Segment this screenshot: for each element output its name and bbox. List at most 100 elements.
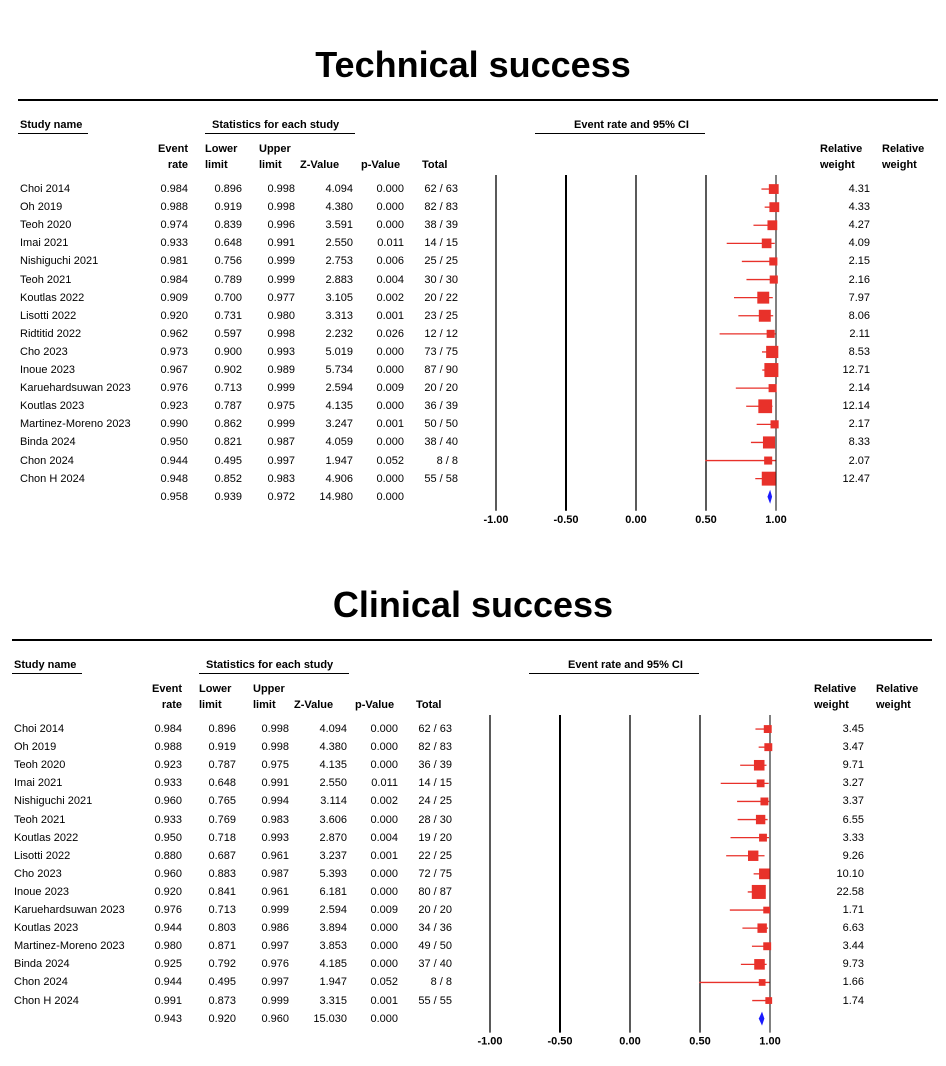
table-row: Karuehardsuwan 2023 0.976 0.713 0.999 2.594 0… xyxy=(0,379,946,397)
col-header-lower: Lower limit xyxy=(205,143,238,171)
col-header-upper: Upper limit xyxy=(259,143,291,171)
study-marker xyxy=(761,238,772,249)
lower-limit: 0.852 xyxy=(214,472,242,485)
p-value: 0.000 xyxy=(370,1012,398,1025)
z-value: 2.550 xyxy=(325,237,353,250)
lower-limit: 0.803 xyxy=(208,922,236,935)
col-header-total: Total xyxy=(422,159,448,171)
p-value: 0.002 xyxy=(376,291,404,304)
z-value: 1.947 xyxy=(319,976,347,989)
study-marker xyxy=(762,436,776,449)
table-row: Oh 2019 0.988 0.919 0.998 4.380 0.000 82 / 83 4… xyxy=(0,198,946,216)
col-header-p: p-Value xyxy=(361,159,401,171)
study-marker xyxy=(766,345,779,359)
x-tick-label: 1.00 xyxy=(765,514,786,526)
relative-weight: 1.66 xyxy=(842,976,864,989)
total: 82 / 83 xyxy=(418,741,452,754)
lower-limit: 0.789 xyxy=(214,273,242,286)
study-name: Chon H 2024 xyxy=(20,472,85,485)
lower-limit: 0.939 xyxy=(214,490,242,503)
lower-limit: 0.597 xyxy=(214,327,242,340)
p-value: 0.000 xyxy=(370,741,398,754)
study-marker xyxy=(769,257,778,266)
p-value: 0.000 xyxy=(376,183,404,195)
relative-weight: 10.10 xyxy=(836,867,864,880)
event-rate: 0.943 xyxy=(154,1012,182,1025)
relative-weight: 9.26 xyxy=(842,849,864,862)
relative-weight: 12.47 xyxy=(842,472,870,485)
event-rate: 0.933 xyxy=(154,777,182,790)
study-name: Koutlas 2023 xyxy=(20,400,85,413)
event-rate: 0.920 xyxy=(160,309,188,322)
z-value: 4.380 xyxy=(319,741,347,754)
z-value: 4.380 xyxy=(325,201,353,214)
z-value: 3.237 xyxy=(319,849,347,862)
study-name: Koutlas 2022 xyxy=(14,831,79,844)
total: 82 / 83 xyxy=(424,201,458,214)
table-row: Nishiguchi 2021 0.981 0.756 0.999 2.753 0.006… xyxy=(0,252,946,270)
p-value: 0.000 xyxy=(370,867,398,880)
p-value: 0.011 xyxy=(371,777,398,790)
relative-weight: 1.71 xyxy=(842,904,864,916)
study-marker xyxy=(757,291,770,304)
p-value: 0.000 xyxy=(376,345,404,358)
event-rate: 0.950 xyxy=(154,831,182,844)
table-row: Teoh 2020 0.974 0.839 0.996 3.591 0.000 38 / 3… xyxy=(0,216,946,234)
p-value: 0.000 xyxy=(376,436,404,449)
p-value: 0.000 xyxy=(376,490,404,503)
p-value: 0.001 xyxy=(370,994,398,1007)
z-value: 2.883 xyxy=(325,273,353,286)
p-value: 0.000 xyxy=(370,940,398,953)
table-row: Teoh 2021 0.984 0.789 0.999 2.883 0.004 30 / 3… xyxy=(0,271,946,289)
upper-limit: 0.975 xyxy=(267,400,295,413)
table-row: Koutlas 2023 0.944 0.803 0.986 3.894 0.000 34 … xyxy=(0,919,946,937)
total: 19 / 20 xyxy=(418,831,452,844)
z-value: 3.105 xyxy=(325,291,353,304)
lower-limit: 0.896 xyxy=(208,723,236,735)
lower-limit: 0.839 xyxy=(214,219,242,232)
table-row: Binda 2024 0.925 0.792 0.976 4.185 0.000 37 / … xyxy=(0,955,946,973)
z-value: 4.906 xyxy=(325,472,353,485)
study-name: Binda 2024 xyxy=(14,958,70,971)
upper-limit: 0.998 xyxy=(267,201,295,214)
upper-limit: 0.976 xyxy=(261,958,289,971)
upper-limit: 0.999 xyxy=(267,382,295,395)
col-header-total: Total xyxy=(416,699,442,711)
p-value: 0.000 xyxy=(370,723,398,735)
upper-limit: 0.996 xyxy=(267,219,295,232)
x-tick-label: -0.50 xyxy=(553,514,578,526)
study-marker xyxy=(764,456,773,465)
event-rate: 0.991 xyxy=(154,994,182,1007)
table-row: Teoh 2020 0.923 0.787 0.975 4.135 0.000 36 / 3… xyxy=(0,756,946,774)
event-rate: 0.960 xyxy=(154,867,182,880)
upper-limit: 0.977 xyxy=(267,291,295,304)
upper-limit: 0.999 xyxy=(267,273,295,286)
relative-weight: 4.09 xyxy=(848,237,870,250)
study-name: Teoh 2021 xyxy=(14,813,66,826)
z-value: 3.894 xyxy=(319,922,347,935)
study-marker xyxy=(766,329,775,338)
lower-limit: 0.821 xyxy=(214,436,242,449)
table-row: Ridtitid 2022 0.962 0.597 0.998 2.232 0.026 12… xyxy=(0,325,946,343)
lower-limit: 0.648 xyxy=(214,237,242,250)
total: 80 / 87 xyxy=(418,885,452,898)
study-marker xyxy=(767,220,778,231)
p-value: 0.000 xyxy=(370,759,398,772)
upper-limit: 0.986 xyxy=(261,922,289,935)
study-name: Karuehardsuwan 2023 xyxy=(20,382,131,395)
upper-limit: 0.961 xyxy=(261,849,289,862)
lower-limit: 0.769 xyxy=(208,813,236,826)
p-value: 0.000 xyxy=(376,219,404,232)
relative-weight: 9.71 xyxy=(842,759,864,772)
lower-limit: 0.841 xyxy=(208,885,236,898)
relative-weight: 8.53 xyxy=(848,345,870,358)
study-marker xyxy=(769,275,778,284)
table-row: Cho 2023 0.973 0.900 0.993 5.019 0.000 73 / 75… xyxy=(0,343,946,361)
study-marker xyxy=(763,725,772,734)
z-value: 5.393 xyxy=(319,867,347,880)
study-name: Koutlas 2022 xyxy=(20,291,85,304)
total: 14 / 15 xyxy=(418,777,452,790)
lower-limit: 0.787 xyxy=(208,759,236,772)
study-name: Teoh 2020 xyxy=(20,219,72,232)
upper-limit: 0.983 xyxy=(261,813,289,826)
